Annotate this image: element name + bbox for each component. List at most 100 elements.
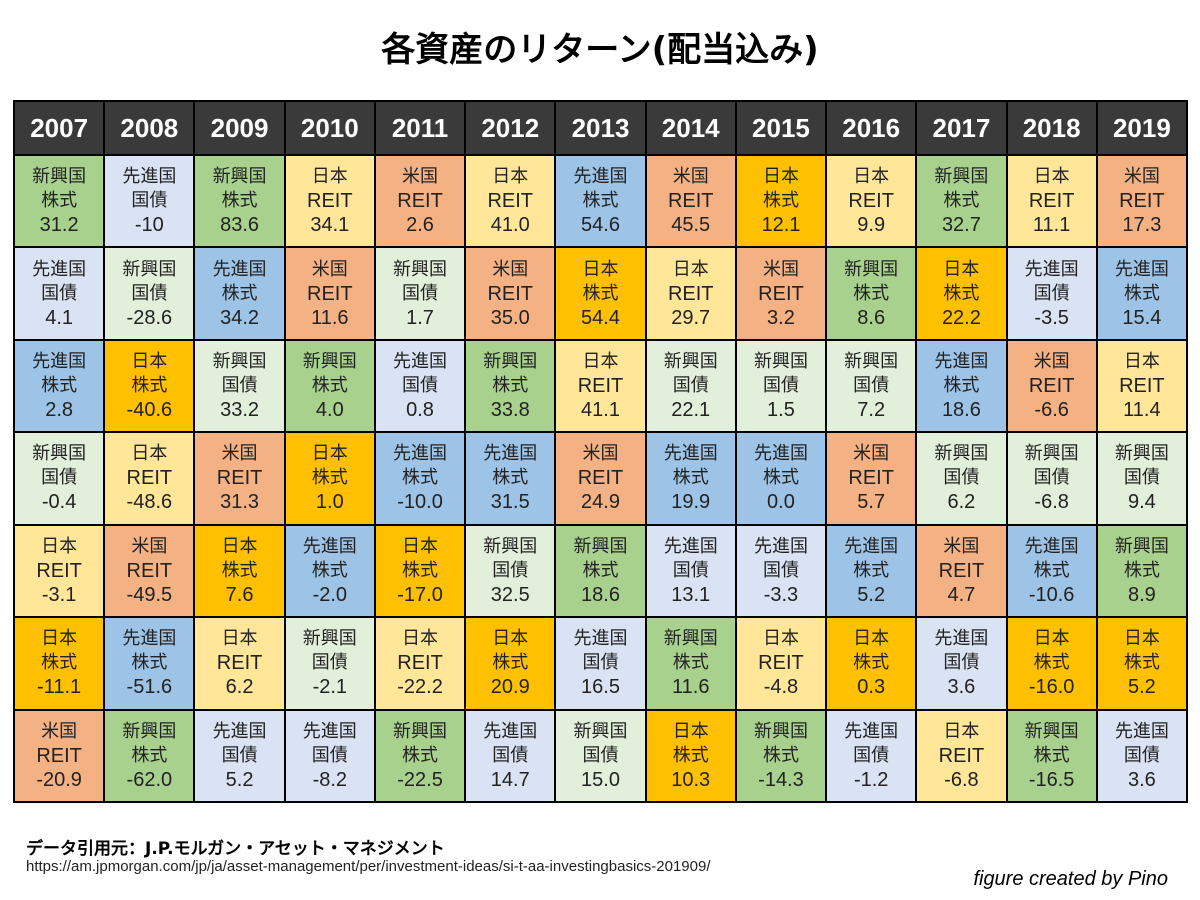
asset-name-line: REIT xyxy=(126,467,173,490)
return-value: 54.4 xyxy=(581,306,620,329)
return-cell: 先進国株式 19.9 xyxy=(646,433,735,524)
return-cell: 先進国国債 5.2 xyxy=(195,710,284,801)
return-value: 83.6 xyxy=(220,214,260,237)
asset-name: 日本株式 xyxy=(762,166,799,212)
asset-name: 先進国国債 xyxy=(1024,258,1079,304)
asset-name: 先進国国債 xyxy=(573,628,628,674)
return-cell: 日本株式 10.3 xyxy=(646,710,735,801)
asset-name: 新興国株式 xyxy=(212,166,267,212)
return-value: 11.4 xyxy=(1123,399,1161,422)
asset-name: 先進国株式 xyxy=(122,628,177,674)
year-header: 2011 xyxy=(375,102,465,154)
asset-name-line: 米国 xyxy=(1033,351,1070,373)
asset-name-line: REIT xyxy=(216,652,263,675)
return-cell: 先進国株式 0.0 xyxy=(736,433,826,524)
asset-name-line: 米国 xyxy=(221,443,258,465)
return-value: 32.7 xyxy=(941,214,981,237)
source-label: データ引用元：J.P.モルガン・アセット・マネジメント xyxy=(26,839,445,859)
return-value: 10.3 xyxy=(671,768,711,791)
asset-name-line: REIT xyxy=(667,282,714,305)
return-value: -16.0 xyxy=(1028,676,1075,699)
return-cell: 先進国国債 -3.5 xyxy=(1007,248,1096,339)
asset-name: 新興国国債 xyxy=(934,443,989,489)
asset-name-line: 米国 xyxy=(131,535,168,557)
source-url[interactable]: https://am.jpmorgan.com/jp/ja/asset-mana… xyxy=(26,858,711,875)
return-value: -4.8 xyxy=(763,676,799,699)
return-cell: 米国 REIT -20.9 xyxy=(15,710,104,801)
year-header: 2013 xyxy=(556,102,645,154)
asset-name: 先進国株式 xyxy=(212,258,267,304)
asset-name-line: REIT xyxy=(216,467,263,490)
return-cell: 新興国国債 -28.6 xyxy=(105,248,194,339)
asset-name: 新興国株式 xyxy=(573,535,628,581)
asset-name: 新興国国債 xyxy=(302,628,357,674)
asset-name-line: REIT xyxy=(577,467,624,490)
asset-name-line: REIT xyxy=(848,190,894,213)
return-value: 31.3 xyxy=(220,491,260,514)
asset-name-line: 米国 xyxy=(311,258,348,280)
return-value: -16.5 xyxy=(1028,768,1075,791)
asset-name-line: 日本 xyxy=(402,628,439,650)
return-cell: 新興国株式 33.8 xyxy=(466,340,555,432)
return-cell: 新興国国債 -2.1 xyxy=(285,618,374,709)
year-header: 2008 xyxy=(105,102,194,154)
return-cell: 日本 REIT 11.4 xyxy=(1097,340,1186,432)
return-cell: 日本株式 20.9 xyxy=(466,618,555,709)
year-header: 2017 xyxy=(917,102,1006,154)
return-value: 11.6 xyxy=(672,676,710,699)
asset-name: 新興国株式 xyxy=(934,166,989,212)
return-value: -2.0 xyxy=(312,583,348,606)
return-cell: 新興国株式 18.6 xyxy=(556,525,645,617)
asset-name: 日本株式 xyxy=(672,720,709,766)
return-cell: 先進国国債 3.6 xyxy=(917,618,1006,709)
return-value: 14.7 xyxy=(490,768,530,791)
return-value: 54.6 xyxy=(581,214,620,237)
return-value: 8.6 xyxy=(857,306,886,329)
return-value: 17.3 xyxy=(1122,214,1162,237)
return-value: 5.7 xyxy=(857,491,886,514)
return-cell: 米国 REIT 17.3 xyxy=(1097,156,1186,247)
return-value: 45.5 xyxy=(671,214,711,237)
return-cell: 新興国株式 32.7 xyxy=(917,156,1006,247)
asset-name-line: REIT xyxy=(487,282,534,305)
return-value: -3.5 xyxy=(1034,306,1069,329)
return-cell: 先進国国債 13.1 xyxy=(646,525,735,617)
return-value: 41.0 xyxy=(490,214,530,237)
return-value: -40.6 xyxy=(126,399,173,422)
return-cell: 新興国国債 32.5 xyxy=(466,525,555,617)
asset-name: 日本株式 xyxy=(221,535,258,581)
asset-name: 日本株式 xyxy=(582,258,619,304)
return-cell: 日本 REIT 6.2 xyxy=(195,618,284,709)
return-cell: 先進国国債 0.8 xyxy=(375,340,465,432)
return-value: 4.1 xyxy=(45,306,74,329)
return-value: -6.6 xyxy=(1034,399,1069,422)
return-value: 4.0 xyxy=(315,399,344,422)
asset-name: 日本株式 xyxy=(311,443,348,489)
asset-name: 先進国株式 xyxy=(753,443,808,489)
return-cell: 米国 REIT -6.6 xyxy=(1007,340,1096,432)
return-cell: 日本株式 7.6 xyxy=(195,525,284,617)
asset-name: 先進国株式 xyxy=(844,535,899,581)
return-value: 15.0 xyxy=(581,768,620,791)
return-cell: 日本株式 -11.1 xyxy=(15,618,104,709)
return-value: 5.2 xyxy=(857,583,886,606)
year-header: 2007 xyxy=(15,102,104,154)
return-value: 2.8 xyxy=(45,399,74,422)
return-cell: 米国 REIT 11.6 xyxy=(285,248,374,339)
return-cell: 米国 REIT 24.9 xyxy=(556,433,645,524)
return-cell: 日本 REIT 41.1 xyxy=(556,340,645,432)
return-cell: 日本 REIT 9.9 xyxy=(827,156,916,247)
asset-name-line: REIT xyxy=(487,190,534,213)
asset-name-line: REIT xyxy=(758,282,804,305)
asset-name-line: 日本 xyxy=(492,166,529,188)
asset-name-line: REIT xyxy=(938,559,985,582)
return-cell: 先進国株式 -10.6 xyxy=(1007,525,1096,617)
return-value: 6.2 xyxy=(947,491,976,514)
year-header: 2009 xyxy=(195,102,284,154)
return-cell: 新興国国債 9.4 xyxy=(1097,433,1186,524)
return-cell: 先進国株式 18.6 xyxy=(917,340,1006,432)
asset-name-line: REIT xyxy=(307,282,353,305)
asset-name-line: 米国 xyxy=(943,535,980,557)
asset-name: 日本株式 xyxy=(41,628,78,674)
return-value: -22.2 xyxy=(397,676,443,699)
